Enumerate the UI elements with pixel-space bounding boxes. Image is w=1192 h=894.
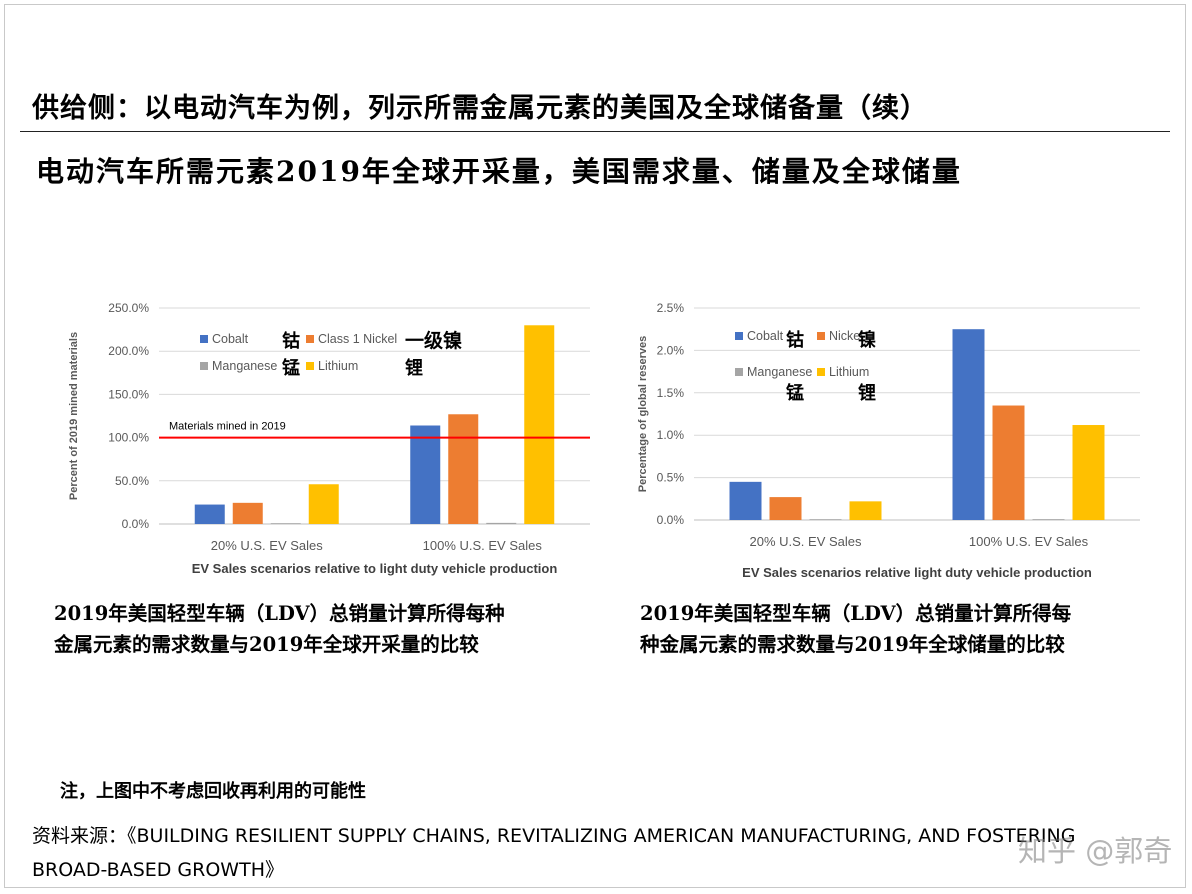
chart-mined-materials: 0.0% 50.0% 100.0% 150.0% 200.0% 250.0% Materi… bbox=[68, 301, 590, 576]
bar-lithium bbox=[524, 325, 555, 524]
legend-cn-label: 锂 bbox=[858, 382, 876, 404]
y-tick-label: 0.0% bbox=[122, 517, 150, 531]
y-axis-ticks: 0.0% 0.5% 1.0% 1.5% 2.0% 2.5% bbox=[657, 301, 685, 527]
x-category-label: 20% U.S. EV Sales bbox=[750, 534, 862, 549]
legend-cn-label: 一级镍 bbox=[405, 329, 462, 352]
caption-right-line-1: 2019年美国轻型车辆（LDV）总销量计算所得每 bbox=[640, 602, 1072, 625]
legend-swatch bbox=[817, 332, 825, 340]
y-tick-label: 2.0% bbox=[657, 343, 685, 357]
y-tick-label: 1.0% bbox=[657, 428, 685, 442]
bar-manganese bbox=[1032, 519, 1065, 520]
y-tick-label: 150.0% bbox=[108, 387, 149, 401]
bar-manganese bbox=[270, 523, 301, 524]
bar-lithium bbox=[1072, 425, 1105, 520]
legend-cn-label: 锰 bbox=[282, 357, 300, 379]
bar-class-1-nickel bbox=[232, 502, 263, 524]
watermark: 知乎 @郭奇 bbox=[1018, 834, 1173, 868]
legend-cn-label: 镍 bbox=[858, 329, 876, 351]
legend-cn-label: 锰 bbox=[786, 382, 804, 404]
bar-cobalt bbox=[729, 481, 762, 520]
bars bbox=[194, 325, 555, 524]
footnote: 注，上图中不考虑回收再利用的可能性 bbox=[60, 781, 366, 802]
bar-cobalt bbox=[410, 425, 441, 524]
x-axis-label: EV Sales scenarios relative to light dut… bbox=[192, 561, 558, 576]
y-axis-label: Percent of 2019 mined materials bbox=[68, 332, 80, 500]
source-line-2: BROAD-BASED GROWTH》 bbox=[32, 859, 284, 881]
bar-cobalt bbox=[952, 329, 985, 520]
legend-label: Lithium bbox=[318, 359, 358, 373]
legend-swatch bbox=[306, 362, 314, 370]
bar-nickel bbox=[769, 497, 802, 520]
y-tick-label: 250.0% bbox=[108, 301, 149, 315]
bar-nickel bbox=[992, 405, 1025, 520]
legend-label: Manganese bbox=[212, 359, 277, 373]
legend-label: Cobalt bbox=[212, 332, 249, 346]
bar-manganese bbox=[809, 519, 842, 520]
bar-lithium bbox=[308, 484, 339, 524]
caption-right-line-2: 种金属元素的需求数量与2019年全球储量的比较 bbox=[640, 633, 1065, 656]
source-line-1: 资料来源：《BUILDING RESILIENT SUPPLY CHAINS, … bbox=[32, 825, 1076, 847]
legend-cn-label: 钴 bbox=[282, 330, 300, 352]
legend-label: Class 1 Nickel bbox=[318, 332, 397, 346]
caption-left-line-1: 2019年美国轻型车辆（LDV）总销量计算所得每种 bbox=[54, 602, 505, 625]
legend-label: Lithium bbox=[829, 365, 869, 379]
legend-cn-label: 锂 bbox=[405, 357, 423, 379]
legend-swatch bbox=[735, 332, 743, 340]
x-category-labels: 20% U.S. EV Sales 100% U.S. EV Sales bbox=[211, 538, 543, 553]
caption-right: 2019年美国轻型车辆（LDV）总销量计算所得每 种金属元素的需求数量与2019… bbox=[640, 598, 1071, 660]
y-tick-label: 0.5% bbox=[657, 471, 685, 485]
legend-swatch bbox=[306, 335, 314, 343]
legend-swatch bbox=[817, 368, 825, 376]
x-category-labels: 20% U.S. EV Sales 100% U.S. EV Sales bbox=[750, 534, 1089, 549]
y-tick-label: 100.0% bbox=[108, 431, 149, 445]
y-tick-label: 200.0% bbox=[108, 344, 149, 358]
y-axis-ticks: 0.0% 50.0% 100.0% 150.0% 200.0% 250.0% bbox=[108, 301, 149, 531]
x-category-label: 100% U.S. EV Sales bbox=[423, 538, 543, 553]
legend: Cobalt Class 1 Nickel Manganese Lithium 钴 一级镍… bbox=[200, 329, 462, 379]
bar-cobalt bbox=[194, 504, 225, 524]
legend: Cobalt Nickel Manganese Lithium 钴 镍锰 锂 bbox=[735, 329, 876, 404]
legend-label: Nickel bbox=[829, 329, 863, 343]
page-subtitle: 电动汽车所需元素2019年全球开采量，美国需求量、储量及全球储量 bbox=[36, 155, 962, 188]
caption-left: 2019年美国轻型车辆（LDV）总销量计算所得每种 金属元素的需求数量与2019… bbox=[54, 598, 505, 660]
x-axis-label: EV Sales scenarios relative light duty v… bbox=[742, 565, 1092, 580]
y-tick-label: 50.0% bbox=[115, 474, 149, 488]
legend-swatch bbox=[200, 362, 208, 370]
legend-swatch bbox=[735, 368, 743, 376]
x-category-label: 20% U.S. EV Sales bbox=[211, 538, 323, 553]
caption-left-line-2: 金属元素的需求数量与2019年全球开采量的比较 bbox=[54, 633, 479, 656]
bars bbox=[729, 329, 1105, 520]
source-citation: 资料来源：《BUILDING RESILIENT SUPPLY CHAINS, … bbox=[32, 819, 1162, 887]
x-category-label: 100% U.S. EV Sales bbox=[969, 534, 1089, 549]
title-divider bbox=[20, 131, 1170, 132]
bar-manganese bbox=[486, 522, 517, 524]
legend-label: Cobalt bbox=[747, 329, 784, 343]
page-title: 供给侧：以电动汽车为例，列示所需金属元素的美国及全球储备量（续） bbox=[32, 93, 928, 124]
legend-cn-label: 钴 bbox=[786, 329, 804, 351]
y-tick-label: 1.5% bbox=[657, 386, 685, 400]
gridlines bbox=[694, 307, 1140, 479]
y-tick-label: 2.5% bbox=[657, 301, 685, 315]
legend-label: Manganese bbox=[747, 365, 812, 379]
y-tick-label: 0.0% bbox=[657, 513, 685, 527]
bar-lithium bbox=[849, 501, 882, 520]
legend-swatch bbox=[200, 335, 208, 343]
bar-class-1-nickel bbox=[448, 414, 479, 524]
chart-global-reserves: 0.0% 0.5% 1.0% 1.5% 2.0% 2.5% 20% U.S. EV Sal… bbox=[637, 301, 1140, 580]
y-axis-label: Percentage of global reserves bbox=[637, 336, 649, 493]
reference-line-label: Materials mined in 2019 bbox=[169, 421, 286, 433]
